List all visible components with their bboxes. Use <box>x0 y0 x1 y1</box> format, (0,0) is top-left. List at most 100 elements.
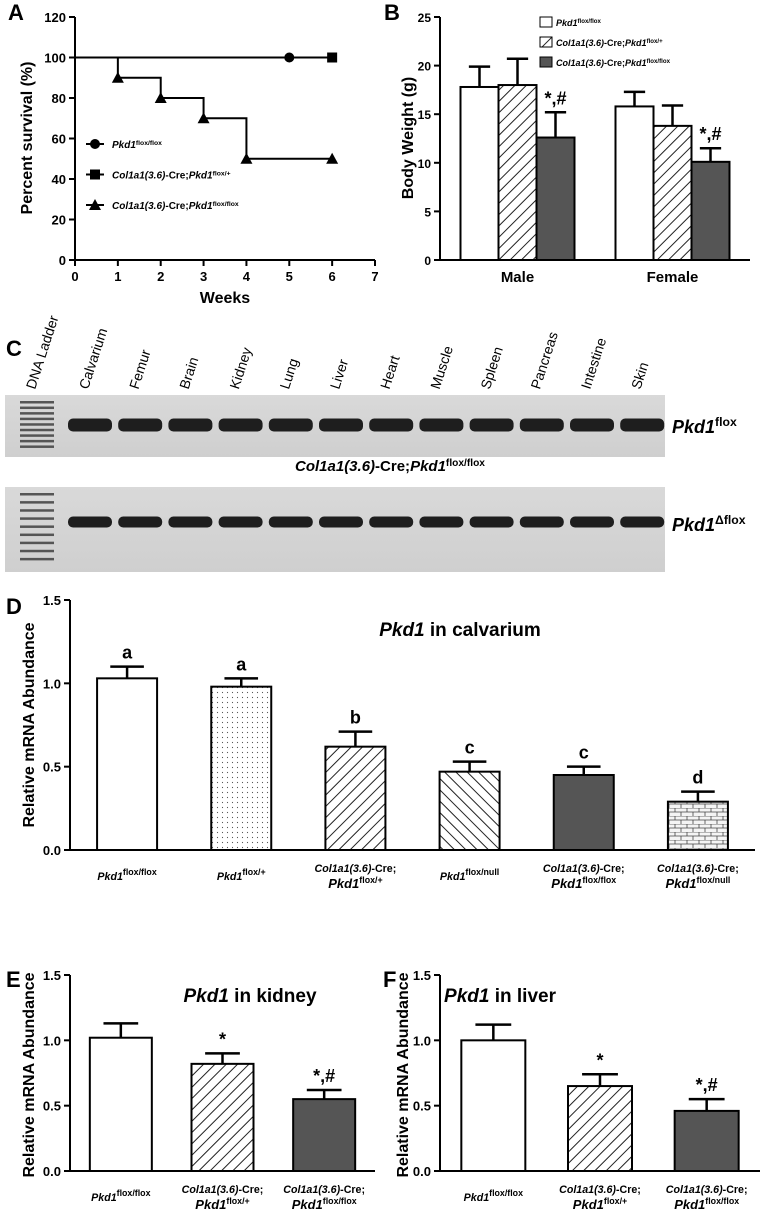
legend-swatch <box>539 56 553 68</box>
marker <box>89 199 101 210</box>
label-part: flox/flox <box>578 18 602 25</box>
legend-label: Col1a1(3.6)-Cre;Pkd1flox/flox <box>556 58 671 69</box>
y-tick-label: 1.0 <box>43 1033 61 1048</box>
bar <box>292 1098 357 1172</box>
legend-label: Col1a1(3.6)-Cre;Pkd1flox/flox <box>112 201 239 213</box>
lane-label: Kidney <box>226 345 254 391</box>
y-tick-label: 0.5 <box>413 1099 431 1114</box>
y-tick-label: 10 <box>418 157 432 171</box>
x-tick-label: 7 <box>371 269 378 284</box>
y-tick-label: 0.0 <box>43 843 61 858</box>
panel-letter: C <box>6 336 22 361</box>
y-axis-title: Relative mRNA Abundance <box>395 972 412 1177</box>
x-tick-label: Pkd1flox/flox <box>91 1188 150 1204</box>
y-tick-label: 100 <box>44 51 66 66</box>
marker <box>240 152 253 164</box>
band <box>168 516 213 528</box>
label-part: Pkd1 <box>573 1197 604 1209</box>
label-part: Col1a1(3.6) <box>543 863 600 875</box>
label-part: -Cre; <box>604 38 625 48</box>
x-tick-label: Col1a1(3.6)-Cre; <box>657 863 739 875</box>
annotation: *,# <box>313 1066 335 1086</box>
label-part: flox/+ <box>242 867 265 877</box>
bar <box>690 160 731 261</box>
label-part: Pkd1 <box>674 1197 705 1209</box>
label-part: Δflox <box>715 513 746 527</box>
label-part: in kidney <box>229 986 317 1007</box>
label-part: in liver <box>489 986 556 1007</box>
y-tick-label: 60 <box>52 132 66 147</box>
ladder-band <box>20 493 54 496</box>
x-tick-label: Pkd1flox/flox <box>674 1196 739 1209</box>
chart-title: Pkd1 in calvarium <box>379 620 541 641</box>
label-part: flox/flox <box>489 1188 523 1198</box>
band <box>218 418 263 432</box>
chart-title: Pkd1 in kidney <box>183 986 316 1007</box>
marker <box>327 52 338 63</box>
y-tick-label: 1.0 <box>43 676 61 691</box>
label-part: flox/+ <box>359 875 382 885</box>
label-part: flox/+ <box>647 38 664 45</box>
panel-letter: A <box>8 0 24 25</box>
label-part: Pkd1 <box>292 1197 323 1209</box>
annotation: c <box>465 738 475 758</box>
x-tick-label: Male <box>501 269 534 286</box>
marker <box>197 112 210 124</box>
label-part: flox/flox <box>323 1196 357 1206</box>
x-tick-label: Pkd1flox/+ <box>328 875 382 891</box>
legend-swatch <box>539 16 553 28</box>
ladder-band <box>20 445 54 448</box>
y-tick-label: 0 <box>59 253 66 268</box>
marker <box>326 152 339 164</box>
x-tick-label: Col1a1(3.6)-Cre; <box>315 863 397 875</box>
label-part: flox/+ <box>604 1196 627 1206</box>
panel-letter: D <box>6 594 22 619</box>
label-part: Pkd1 <box>672 515 715 535</box>
bar <box>552 774 615 851</box>
band <box>319 516 363 528</box>
label-part: Pkd1 <box>410 458 446 475</box>
label-part: Pkd1 <box>183 986 228 1007</box>
ladder-band <box>20 509 54 512</box>
bar <box>535 136 576 261</box>
bar <box>652 124 693 261</box>
band <box>168 418 213 432</box>
x-tick-label: Pkd1flox/null <box>440 867 499 883</box>
y-axis-title: Relative mRNA Abundance <box>21 972 38 1177</box>
bar <box>88 1036 153 1172</box>
annotation: * <box>219 1029 226 1049</box>
ladder-band <box>20 501 54 504</box>
band <box>68 516 112 528</box>
label-part: Pkd1 <box>556 18 578 28</box>
y-tick-label: 0.5 <box>43 1099 61 1114</box>
label-part: flox/+ <box>226 1196 249 1206</box>
y-tick-label: 1.5 <box>413 968 431 983</box>
label-part: Pkd1 <box>625 58 647 68</box>
bar <box>497 84 538 262</box>
ladder-band <box>20 423 54 426</box>
chart-title: Pkd1 in liver <box>444 986 557 1007</box>
panel-letter: F <box>383 967 396 992</box>
marker <box>90 139 100 149</box>
annotation: b <box>350 708 361 728</box>
y-tick-label: 80 <box>52 91 66 106</box>
label-part: Pkd1 <box>379 620 424 641</box>
label-part: flox/flox <box>705 1196 739 1206</box>
label-part: -Cre; <box>714 863 739 875</box>
x-tick-label: 1 <box>114 269 121 284</box>
label-part: flox/flox <box>136 140 162 147</box>
band <box>369 418 414 432</box>
band <box>469 418 514 432</box>
ladder-band <box>20 525 54 528</box>
bar <box>324 745 387 852</box>
label-part: flox/flox <box>446 458 485 469</box>
y-axis-title: Relative mRNA Abundance <box>21 622 38 827</box>
label-part: -Cre; <box>165 171 188 182</box>
label-part: Pkd1 <box>328 876 359 891</box>
y-tick-label: 25 <box>418 11 432 25</box>
x-tick-label: Pkd1flox/flox <box>464 1188 523 1204</box>
lane-label: Femur <box>126 347 154 391</box>
bar <box>190 1062 255 1173</box>
band <box>68 418 112 432</box>
label-part: -Cre; <box>340 1184 365 1196</box>
